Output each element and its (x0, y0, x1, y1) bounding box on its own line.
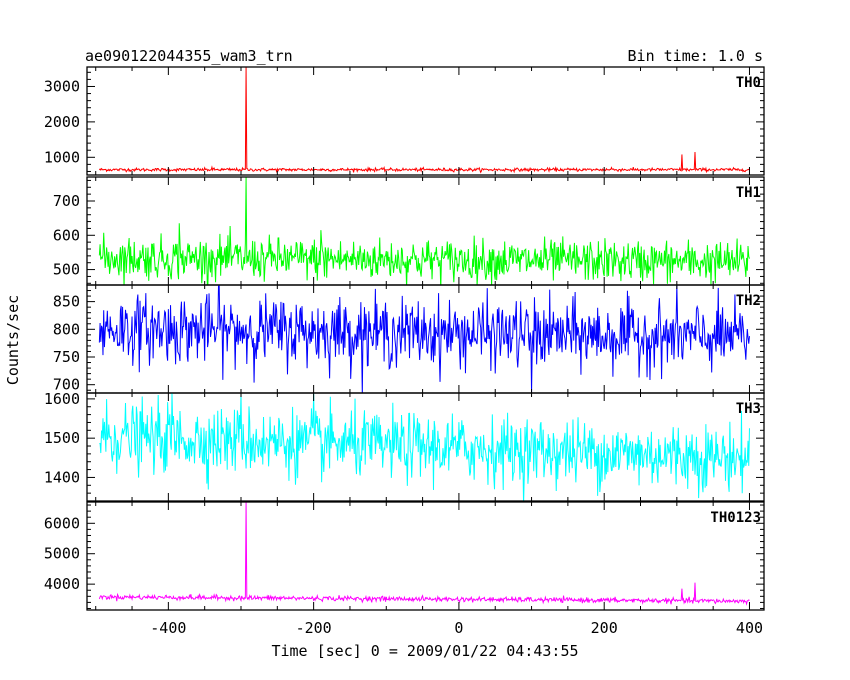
x-tick-label: -400 (150, 619, 186, 637)
y-tick-label: 750 (53, 348, 80, 366)
panel-th0: 1000 2000 3000 TH0 (44, 66, 765, 176)
y-tick-label: 800 (53, 320, 80, 338)
panel-th1: 500 600 700 TH1 (53, 176, 765, 286)
y-tick-label: 1600 (44, 390, 80, 408)
series-line-th0 (98, 67, 750, 174)
series-line-th2 (98, 285, 750, 393)
y-tick-label: 6000 (44, 514, 80, 532)
series-line-th3 (99, 393, 750, 501)
x-axis-label: Time [sec] 0 = 2009/01/22 04:43:55 (271, 642, 578, 660)
panel-frame (86, 176, 765, 286)
panel-frame (86, 66, 765, 176)
panel-label-th0: TH0 (736, 75, 761, 91)
panel-label-th0123: TH0123 (710, 510, 761, 526)
panel-frame (86, 501, 765, 611)
bin-time-label: Bin time: 1.0 s (628, 47, 763, 65)
y-tick-label: 600 (53, 226, 80, 244)
y-tick-label: 700 (53, 192, 80, 210)
panel-th0123: 4000 5000 6000 TH0123 -400 -200 0 200 400 (44, 501, 765, 637)
y-tick-label: 4000 (44, 575, 80, 593)
series-line-th1 (98, 177, 750, 285)
panel-label-th1: TH1 (736, 185, 761, 201)
y-tick-label: 1000 (44, 148, 80, 166)
panel-label-th3: TH3 (736, 401, 761, 417)
y-tick-label: 3000 (44, 77, 80, 95)
y-tick-label: 5000 (44, 545, 80, 563)
y-tick-label: 2000 (44, 113, 80, 131)
chart-title: ae090122044355_wam3_trn (85, 47, 293, 65)
x-tick-label: 0 (454, 619, 463, 637)
y-tick-label: 1500 (44, 429, 80, 447)
y-tick-label: 700 (53, 376, 80, 394)
x-tick-label: 400 (736, 619, 763, 637)
y-tick-label: 500 (53, 261, 80, 279)
x-tick-label: -200 (296, 619, 332, 637)
y-axis-label: Counts/sec (4, 295, 22, 385)
y-tick-label: 1400 (44, 468, 80, 486)
x-tick-label: 200 (591, 619, 618, 637)
y-tick-label: 850 (53, 293, 80, 311)
panel-frame (86, 392, 765, 502)
panel-th3: 1400 1500 1600 TH3 (44, 390, 765, 502)
panel-th2: 700 750 800 850 TH2 (53, 284, 765, 394)
panel-label-th2: TH2 (736, 293, 761, 309)
series-line-th0123 (98, 502, 750, 606)
